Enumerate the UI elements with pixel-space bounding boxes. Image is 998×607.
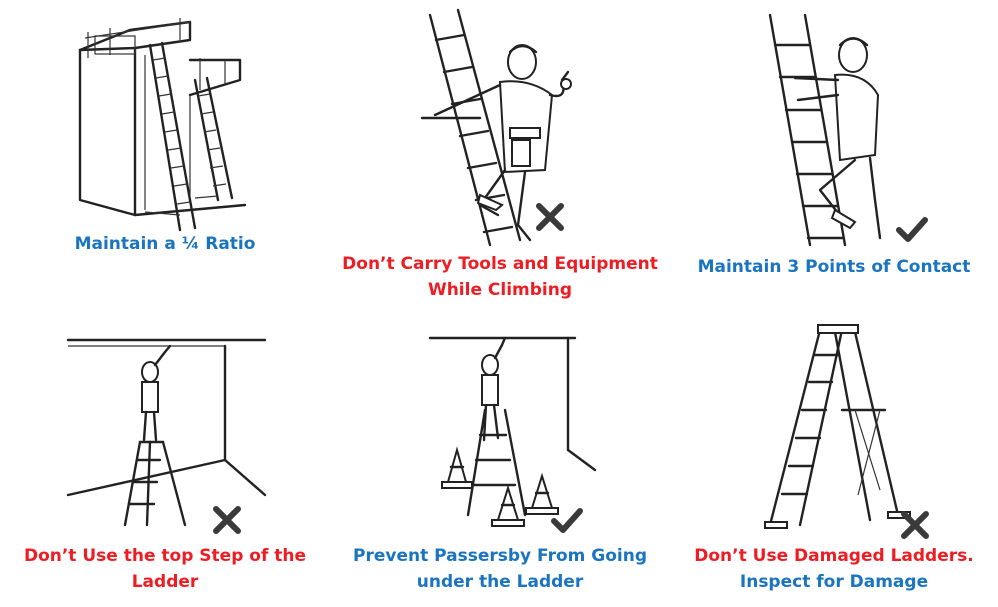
illustration-extension-ladders (78, 18, 247, 232)
caption-damaged-ladder: Don’t Use Damaged Ladders. Inspect for D… (670, 543, 998, 595)
caption-quarter-ratio: Maintain a ¼ Ratio (74, 234, 256, 254)
illustration-climber-three-points (768, 13, 882, 247)
caption-three-points: Maintain 3 Points of Contact (697, 257, 971, 277)
caption-passersby: Prevent Passersby From Going under the L… (353, 546, 647, 592)
traffic-cone (525, 472, 559, 515)
traffic-cone (441, 446, 473, 489)
illustration-ladder-with-cones (428, 336, 597, 527)
panel-damaged-ladder: Don’t Use Damaged Ladders. Inspect for D… (670, 310, 998, 607)
traffic-cone (491, 484, 525, 527)
panel-quarter-ratio: Maintain a ¼ Ratio (0, 0, 330, 300)
illustration-person-on-top-step (66, 338, 267, 527)
caption-no-tools: Don’t Carry Tools and Equipment While Cl… (342, 254, 658, 300)
panel-no-tools: Don’t Carry Tools and Equipment While Cl… (330, 0, 670, 310)
caption-damaged-line: Don’t Use Damaged Ladders. (694, 546, 974, 566)
caption-top-step: Don’t Use the top Step of the Ladder (23, 546, 307, 592)
panel-passersby: Prevent Passersby From Going under the L… (330, 310, 670, 607)
illustration-damaged-step-ladder (764, 324, 911, 529)
caption-inspect-line: Inspect for Damage (739, 572, 929, 592)
panel-top-step: Don’t Use the top Step of the Ladder (0, 310, 330, 607)
illustration-climber-with-tools (420, 8, 572, 247)
panel-three-points: Maintain 3 Points of Contact (670, 0, 998, 300)
